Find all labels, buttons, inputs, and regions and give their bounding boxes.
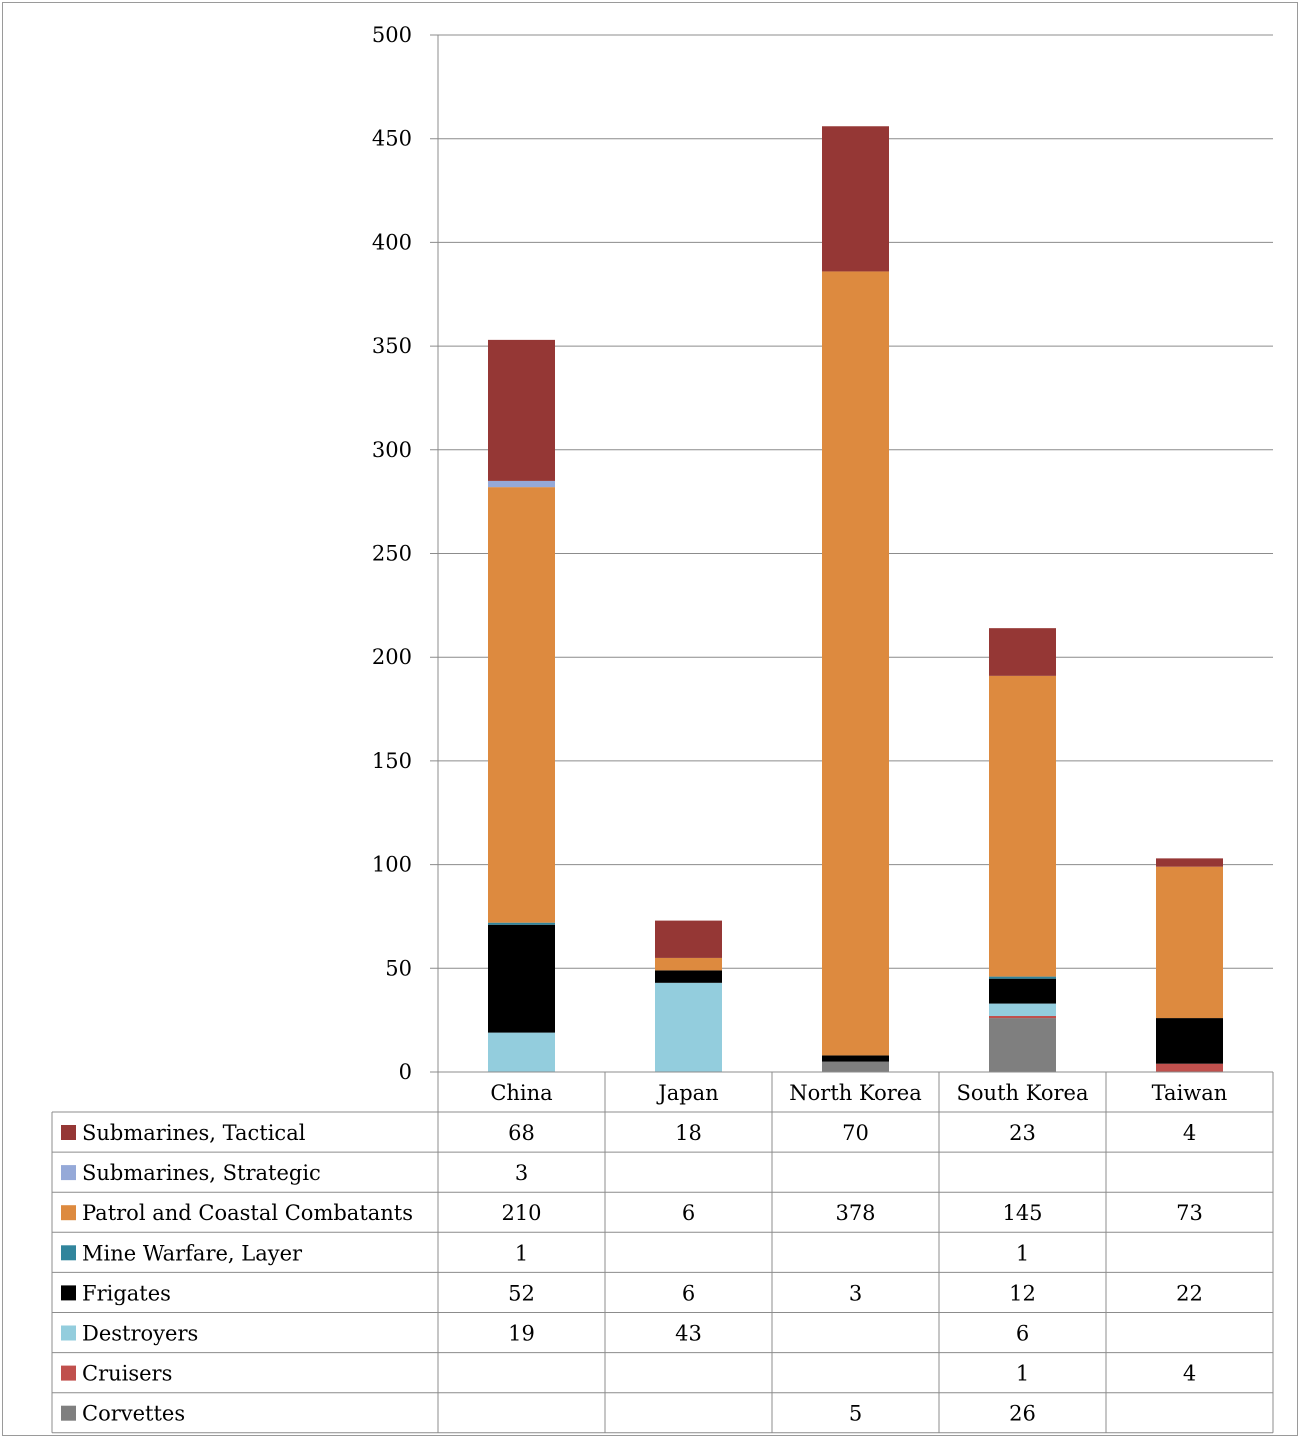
data-label-south-korea-corvettes: 26 bbox=[1009, 1402, 1036, 1426]
category-label-south-korea: South Korea bbox=[957, 1081, 1089, 1105]
bar-north-korea-patrol-and-coastal-combatants bbox=[822, 271, 889, 1056]
category-label-north-korea: North Korea bbox=[789, 1081, 921, 1105]
data-label-taiwan-patrol-and-coastal-combatants: 73 bbox=[1176, 1201, 1203, 1225]
data-label-china-submarines-tactical: 68 bbox=[508, 1121, 535, 1145]
data-label-japan-patrol-and-coastal-combatants: 6 bbox=[682, 1201, 695, 1225]
bar-china-patrol-and-coastal-combatants bbox=[488, 487, 555, 923]
y-tick-label: 200 bbox=[372, 645, 412, 669]
bar-china-destroyers bbox=[488, 1032, 555, 1072]
bar-japan-submarines-tactical bbox=[655, 920, 722, 958]
data-label-south-korea-frigates: 12 bbox=[1009, 1281, 1036, 1305]
y-tick-label: 50 bbox=[385, 956, 412, 980]
data-label-japan-destroyers: 43 bbox=[675, 1322, 702, 1346]
y-tick-label: 450 bbox=[372, 127, 412, 151]
legend-swatch-patrol-and-coastal-combatants bbox=[61, 1205, 76, 1221]
y-tick-label: 250 bbox=[372, 542, 412, 566]
data-label-south-korea-mine-warfare-layer: 1 bbox=[1016, 1241, 1029, 1265]
category-label-china: China bbox=[490, 1081, 552, 1105]
legend-label-frigates: Frigates bbox=[82, 1281, 171, 1305]
bar-china-submarines-strategic bbox=[488, 480, 555, 488]
legend-swatch-cruisers bbox=[61, 1365, 76, 1381]
bar-taiwan-patrol-and-coastal-combatants bbox=[1156, 866, 1223, 1019]
legend-swatch-frigates bbox=[61, 1285, 76, 1301]
bar-south-korea-corvettes bbox=[989, 1018, 1056, 1072]
data-label-taiwan-cruisers: 4 bbox=[1183, 1362, 1196, 1386]
bars bbox=[488, 126, 1223, 1072]
bar-north-korea-corvettes bbox=[822, 1061, 889, 1072]
legend-swatch-submarines-strategic bbox=[61, 1165, 76, 1181]
legend-swatch-submarines-tactical bbox=[61, 1125, 76, 1140]
legend-label-destroyers: Destroyers bbox=[82, 1322, 198, 1346]
data-label-north-korea-patrol-and-coastal-combatants: 378 bbox=[835, 1201, 875, 1225]
data-table: China Japan North Korea South Korea Taiwan Su… bbox=[51, 1071, 1274, 1434]
data-label-taiwan-submarines-tactical: 4 bbox=[1183, 1121, 1196, 1145]
legend-swatch-mine-warfare-layer bbox=[61, 1245, 76, 1261]
bar-south-korea-cruisers bbox=[989, 1016, 1056, 1019]
bar-south-korea-frigates bbox=[989, 978, 1056, 1004]
bar-south-korea-patrol-and-coastal-combatants bbox=[989, 675, 1056, 977]
data-label-south-korea-patrol-and-coastal-combatants: 145 bbox=[1002, 1201, 1042, 1225]
y-tick-label: 150 bbox=[372, 749, 412, 773]
data-label-south-korea-cruisers: 1 bbox=[1016, 1362, 1029, 1386]
data-label-north-korea-corvettes: 5 bbox=[849, 1402, 862, 1426]
data-label-taiwan-frigates: 22 bbox=[1176, 1281, 1203, 1305]
legend-swatch-corvettes bbox=[61, 1405, 76, 1421]
bar-south-korea-mine-warfare-layer bbox=[989, 976, 1056, 979]
y-tick-label: 350 bbox=[372, 334, 412, 358]
bar-north-korea-frigates bbox=[822, 1055, 889, 1062]
data-label-china-destroyers: 19 bbox=[508, 1322, 535, 1346]
data-label-china-mine-warfare-layer: 1 bbox=[515, 1241, 528, 1265]
bar-china-submarines-tactical bbox=[488, 339, 555, 481]
bar-south-korea-destroyers bbox=[989, 1003, 1056, 1017]
bar-china-mine-warfare-layer bbox=[488, 922, 555, 925]
legend-label-patrol-and-coastal-combatants: Patrol and Coastal Combatants bbox=[82, 1201, 413, 1225]
bar-south-korea-submarines-tactical bbox=[989, 628, 1056, 676]
data-label-china-submarines-strategic: 3 bbox=[515, 1161, 528, 1185]
data-label-china-patrol-and-coastal-combatants: 210 bbox=[501, 1201, 541, 1225]
legend-label-corvettes: Corvettes bbox=[82, 1402, 185, 1426]
bar-taiwan-cruisers bbox=[1156, 1063, 1223, 1072]
data-label-north-korea-submarines-tactical: 70 bbox=[842, 1121, 869, 1145]
y-tick-label: 500 bbox=[372, 23, 412, 47]
category-label-japan: Japan bbox=[656, 1081, 718, 1105]
data-label-north-korea-frigates: 3 bbox=[849, 1281, 862, 1305]
y-axis: 0 50 100 150 200 250 300 350 400 450 500 bbox=[372, 23, 439, 1084]
data-label-south-korea-destroyers: 6 bbox=[1016, 1322, 1029, 1346]
legend-label-mine-warfare-layer: Mine Warfare, Layer bbox=[82, 1241, 303, 1265]
bar-taiwan-submarines-tactical bbox=[1156, 858, 1223, 867]
data-label-japan-submarines-tactical: 18 bbox=[675, 1121, 702, 1145]
y-tick-label: 400 bbox=[372, 230, 412, 254]
data-label-china-frigates: 52 bbox=[508, 1281, 535, 1305]
category-label-taiwan: Taiwan bbox=[1152, 1081, 1228, 1105]
legend-label-submarines-tactical: Submarines, Tactical bbox=[82, 1121, 306, 1145]
data-label-south-korea-submarines-tactical: 23 bbox=[1009, 1121, 1036, 1145]
data-label-japan-frigates: 6 bbox=[682, 1281, 695, 1305]
legend-swatch-destroyers bbox=[61, 1325, 76, 1341]
bar-japan-patrol-and-coastal-combatants bbox=[655, 957, 722, 971]
legend-label-cruisers: Cruisers bbox=[82, 1362, 172, 1386]
bar-china-frigates bbox=[488, 924, 555, 1033]
bar-taiwan-frigates bbox=[1156, 1018, 1223, 1064]
legend-label-submarines-strategic: Submarines, Strategic bbox=[82, 1161, 321, 1185]
y-tick-label: 0 bbox=[399, 1060, 412, 1084]
y-tick-label: 300 bbox=[372, 438, 412, 462]
bar-japan-destroyers bbox=[655, 982, 722, 1072]
bar-japan-frigates bbox=[655, 970, 722, 983]
bar-north-korea-submarines-tactical bbox=[822, 126, 889, 272]
y-tick-label: 100 bbox=[372, 853, 412, 877]
